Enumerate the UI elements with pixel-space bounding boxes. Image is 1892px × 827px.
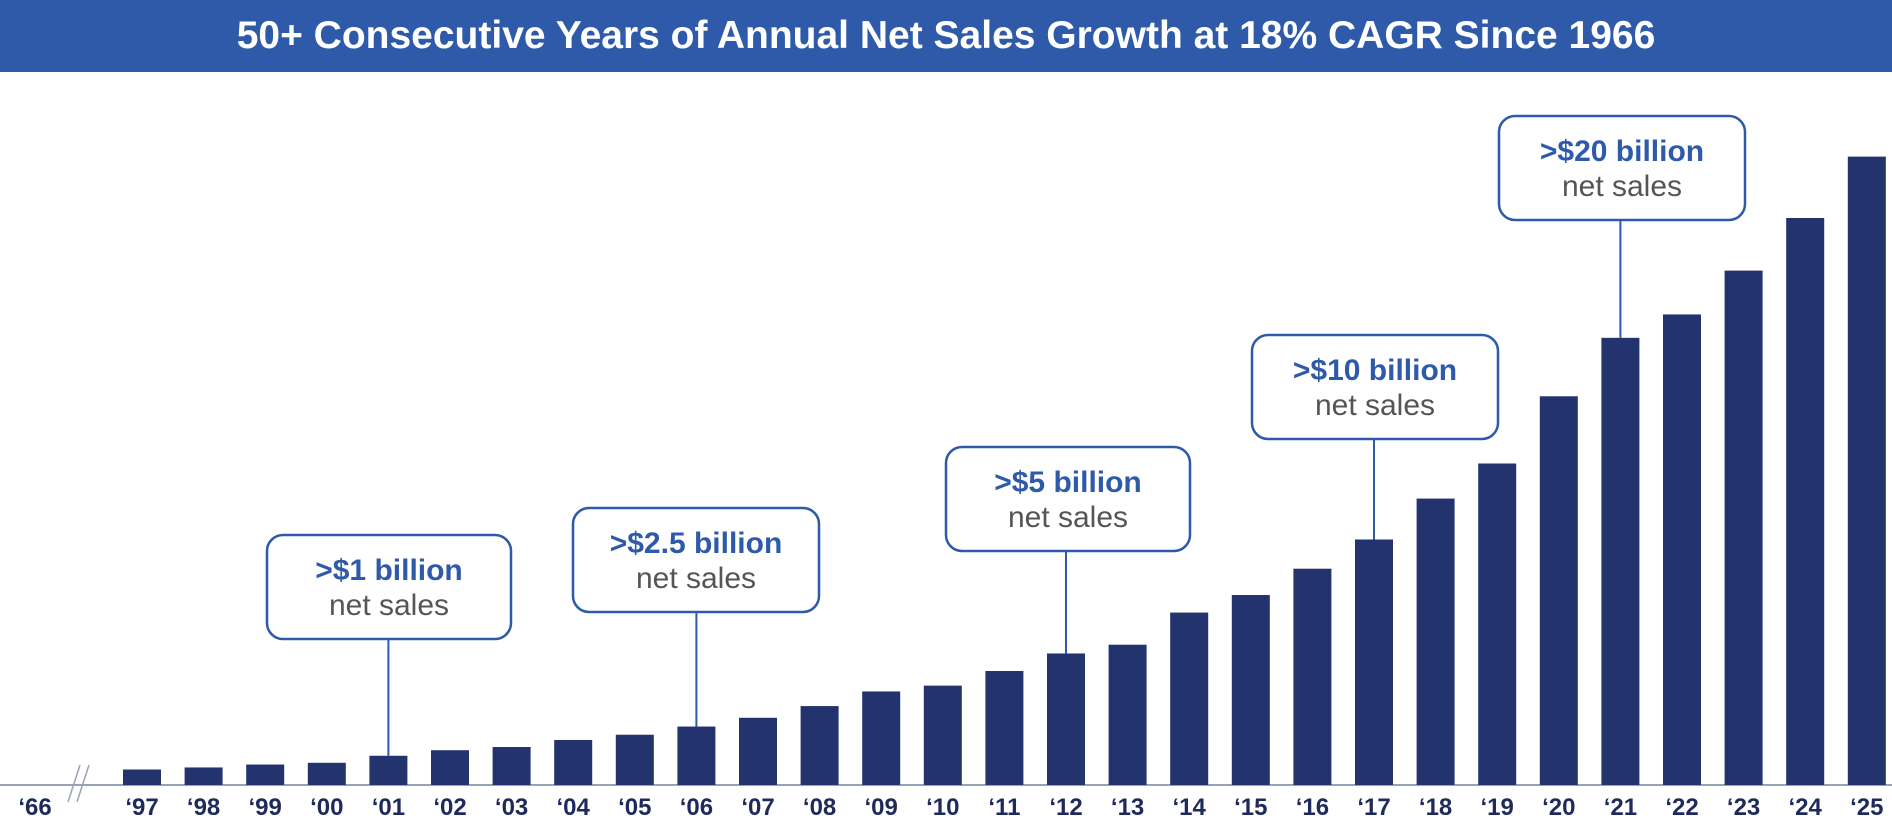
x-tick-label: ‘07: [741, 794, 774, 821]
x-tick-label: ‘25: [1850, 794, 1883, 821]
bar-23: [1724, 270, 1763, 786]
x-tick-label: ‘21: [1604, 794, 1637, 821]
callout-box: [944, 445, 1192, 553]
bar-05: [615, 734, 654, 785]
bar-14: [1170, 612, 1209, 785]
bar-11: [985, 671, 1024, 785]
x-tick-label: ‘19: [1481, 794, 1514, 821]
page-title: 50+ Consecutive Years of Annual Net Sale…: [0, 0, 1892, 72]
x-tick-label: ‘20: [1542, 794, 1575, 821]
bar-15: [1231, 595, 1270, 785]
bar-98: [184, 767, 223, 785]
bars-group: [123, 156, 1886, 786]
x-tick-labels: ‘66 ‘97 ‘98 ‘99 ‘00 ‘01 ‘02 ‘03 ‘04 ‘05 ‘06 ‘07 ‘08 ‘…: [18, 794, 1883, 821]
x-tick-label: ‘01: [372, 794, 405, 821]
bar-09: [862, 691, 901, 785]
x-tick-label: ‘22: [1665, 794, 1698, 821]
x-tick-label: ‘97: [125, 794, 158, 821]
bar-01: [369, 755, 408, 785]
x-tick-label: ‘66: [18, 794, 51, 821]
bar-99: [246, 764, 285, 785]
x-tick-label: ‘23: [1727, 794, 1760, 821]
bar-08: [800, 706, 839, 785]
callout-label: net sales: [1008, 501, 1128, 534]
x-tick-label: ‘03: [495, 794, 528, 821]
bar-24: [1786, 217, 1825, 785]
x-tick-label: ‘17: [1357, 794, 1390, 821]
callout-amount: >$20 billion: [1540, 135, 1704, 168]
x-tick-label: ‘99: [249, 794, 282, 821]
bar-16: [1293, 568, 1332, 785]
bar-00: [307, 762, 346, 785]
bar-10: [923, 685, 962, 785]
bar-04: [554, 739, 593, 785]
x-tick-label: ‘06: [680, 794, 713, 821]
bar-20: [1539, 396, 1578, 785]
callout-label: net sales: [636, 562, 756, 595]
callout-box: [265, 533, 513, 641]
x-tick-label: ‘05: [618, 794, 651, 821]
x-tick-label: ‘13: [1111, 794, 1144, 821]
bar-13: [1108, 644, 1147, 785]
callout-label: net sales: [329, 589, 449, 622]
x-tick-label: ‘09: [865, 794, 898, 821]
callout-amount: >$10 billion: [1293, 354, 1457, 387]
callout-box: [1250, 333, 1500, 441]
x-tick-label: ‘16: [1296, 794, 1329, 821]
x-tick-label: ‘08: [803, 794, 836, 821]
x-tick-label: ‘12: [1049, 794, 1082, 821]
x-tick-label: ‘11: [988, 794, 1020, 821]
x-tick-label: ‘18: [1419, 794, 1452, 821]
bar-97: [123, 769, 161, 785]
axis-break-mark: [67, 764, 81, 803]
bar-02: [431, 750, 469, 785]
axis-break-mark: [76, 764, 90, 803]
x-tick-label: ‘15: [1234, 794, 1267, 821]
x-tick-label: ‘10: [926, 794, 959, 821]
x-tick-label: ‘02: [433, 794, 466, 821]
bar-21: [1601, 337, 1640, 785]
bar-22: [1663, 314, 1701, 785]
bar-19: [1478, 463, 1517, 785]
x-tick-label: ‘00: [310, 794, 343, 821]
x-tick-label: ‘14: [1173, 794, 1207, 821]
x-tick-label: ‘98: [187, 794, 220, 821]
x-tick-label: ‘04: [557, 794, 591, 821]
bar-07: [739, 717, 777, 785]
bar-18: [1416, 498, 1455, 785]
bar-06: [677, 726, 716, 785]
bar-17: [1355, 539, 1393, 785]
x-tick-label: ‘24: [1789, 794, 1823, 821]
callout-label: net sales: [1315, 389, 1435, 422]
bar-03: [492, 747, 531, 785]
callout-amount: >$2.5 billion: [610, 527, 783, 560]
callout-label: net sales: [1562, 170, 1682, 203]
callout-box: [1497, 114, 1747, 222]
bar-12: [1047, 653, 1085, 785]
callout-amount: >$5 billion: [994, 466, 1142, 499]
callout-box: [571, 506, 821, 614]
bar-25: [1847, 156, 1886, 785]
callout-amount: >$1 billion: [315, 554, 463, 587]
